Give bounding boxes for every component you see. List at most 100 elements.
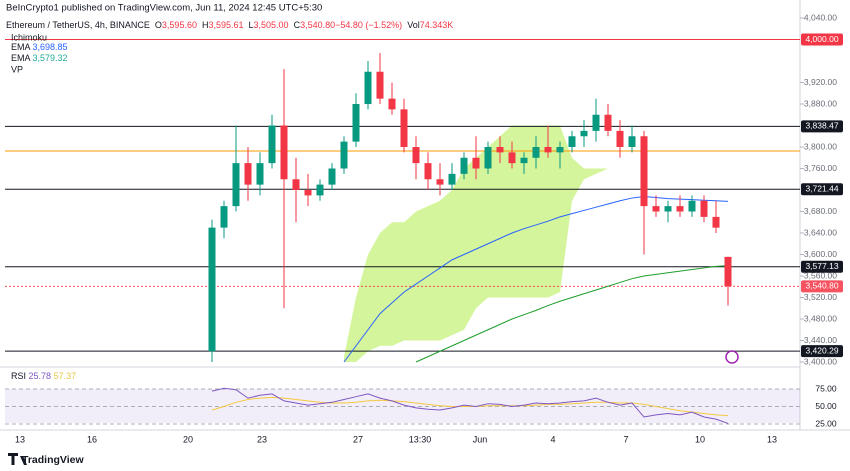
candle-body [712, 216, 720, 228]
y-tick-label: 3,640.00 [804, 227, 837, 237]
x-tick-label: 7 [623, 434, 628, 444]
rsi-tick-label: 25.00 [815, 418, 837, 428]
level-box [801, 345, 843, 358]
candle-body [532, 147, 540, 158]
quote-value: 3,540.80 [300, 20, 335, 30]
x-tick-label: 16 [87, 434, 97, 444]
candle-body [616, 130, 624, 147]
y-tick-label: 3,880.00 [804, 98, 837, 108]
candle-body [388, 98, 396, 110]
quote-key: H [202, 20, 209, 30]
y-tick-label: 3,440.00 [804, 335, 837, 345]
candle-body [256, 163, 264, 185]
candle-body [376, 71, 384, 99]
ema-line [343, 195, 729, 363]
x-tick-label: 13:30 [409, 434, 432, 444]
candle-body [580, 130, 588, 137]
level-label: 4,000.00 [805, 34, 838, 44]
level-label: 3,420.29 [805, 345, 838, 355]
footer-brand: TradingView [22, 454, 84, 466]
candle-body [640, 136, 648, 207]
rsi-ma-value: 57.37 [54, 371, 77, 381]
candle-body [400, 109, 408, 147]
x-tick-label: 10 [695, 434, 705, 444]
ema-value: 3,579.32 [33, 53, 68, 63]
candle-body [724, 256, 732, 287]
quote-value: −54.80 (−1.52%) [335, 20, 402, 30]
rsi-band [5, 389, 800, 423]
candle-body [292, 179, 300, 190]
y-tick-label: 3,480.00 [804, 313, 837, 323]
candle-body [412, 147, 420, 164]
level-box [801, 260, 843, 273]
tv-logo [8, 453, 27, 465]
y-tick-label: 3,920.00 [804, 77, 837, 87]
quote-value: 74.343K [420, 20, 454, 30]
ema-name: EMA [11, 42, 31, 52]
y-tick-label: 3,600.00 [804, 249, 837, 259]
candle-body [436, 179, 444, 185]
x-tick-label: 23 [257, 434, 267, 444]
rsi-value: 25.78 [29, 371, 52, 381]
y-tick-label: 3,560.00 [804, 270, 837, 280]
y-tick-label: 3,400.00 [804, 356, 837, 366]
x-tick-label: 27 [353, 434, 363, 444]
candle-body [364, 71, 372, 104]
publisher: BeInCrypto1 published on TradingView.com… [6, 3, 322, 14]
ema-value: 3,698.85 [33, 42, 68, 52]
rsi-line [211, 387, 729, 424]
candle-body [424, 163, 432, 180]
quote-value: 3,505.00 [254, 20, 289, 30]
candle-body [448, 173, 456, 185]
quote-key: L [249, 20, 254, 30]
rsi-ma-line [211, 396, 729, 417]
candle-body [520, 157, 528, 164]
level-label: 3,721.44 [805, 183, 838, 193]
y-tick-label: 3,680.00 [804, 206, 837, 216]
legend-ichimoku: Ichimoku [11, 32, 47, 42]
candle-body [628, 136, 636, 147]
x-tick-label: 20 [183, 434, 193, 444]
quote-value: 3,595.60 [162, 20, 197, 30]
alert-icon[interactable] [725, 350, 739, 364]
candle-body [592, 114, 600, 131]
quote-value: 3,595.61 [208, 20, 243, 30]
candle-body [700, 200, 708, 217]
candle-body [676, 206, 684, 212]
rsi-legend: RSI 25.78 57.37 [11, 371, 76, 381]
rsi-tick-label: 75.00 [815, 383, 837, 393]
quote-line: Ethereum / TetherUS, 4h, BINANCE O3,595.6… [6, 20, 453, 30]
y-tick-label: 3,520.00 [804, 292, 837, 302]
level-label: 3,577.13 [805, 261, 838, 271]
candle-body [220, 206, 228, 228]
y-tick-label: 3,760.00 [804, 163, 837, 173]
candle-body [472, 157, 480, 169]
rsi-name: RSI [11, 371, 26, 381]
level-box [801, 120, 843, 133]
level-label: 3,540.80 [805, 281, 838, 291]
ema-line [415, 265, 729, 363]
rsi-tick-label: 50.00 [815, 401, 837, 411]
candle-body [652, 206, 660, 212]
level-box [801, 33, 843, 46]
quote-key: Vol [407, 20, 420, 30]
candle-body [340, 141, 348, 169]
candle-body [280, 125, 288, 180]
quote-key: O [155, 20, 162, 30]
x-tick-label: 13 [767, 434, 777, 444]
candle-body [604, 114, 612, 131]
candle-body [232, 163, 240, 207]
candle-body [496, 147, 504, 153]
candle-body [316, 184, 324, 196]
level-label: 3,838.47 [805, 121, 838, 131]
candle-body [544, 147, 552, 153]
candle-body [484, 147, 492, 169]
candle-body [268, 125, 276, 164]
plot: 4,040.00 3,920.00 3,880.00 3,800.00 3,760.00… [5, 12, 843, 444]
candle-body [328, 168, 336, 185]
x-tick-label: 4 [550, 434, 555, 444]
candle-body [460, 157, 468, 174]
candle-body [208, 227, 216, 352]
y-tick-label: 4,040.00 [804, 12, 837, 22]
x-tick-label: Jun [473, 434, 488, 444]
